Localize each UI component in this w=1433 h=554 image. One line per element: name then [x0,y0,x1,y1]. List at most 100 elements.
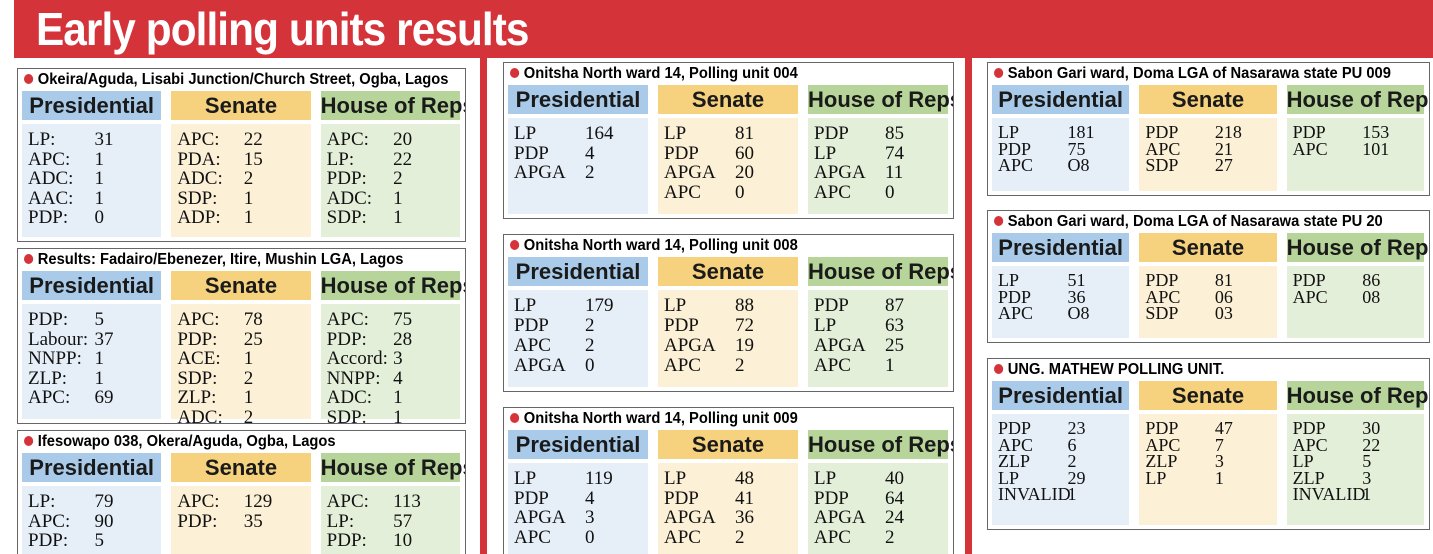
vote-count: 79 [94,491,114,512]
unit-title-text: Ifesowapo 038, Okera/Aguda, Ogba, Lagos [37,433,336,450]
vote-count: 2 [585,335,595,356]
party-label: APC: [177,129,220,150]
party-label: SDP [1145,155,1179,175]
party-label: ADC: [177,168,223,189]
section-body: LP 88 PDP 72 APGA 19 APC 2 [658,290,798,387]
section-heading: Presidential [508,257,648,286]
vote-count: 1 [393,387,403,408]
vote-count: 129 [243,491,273,512]
vote-count: 40 [885,468,904,489]
vote-count: 2 [735,355,745,376]
vote-count: 6 [1067,434,1077,455]
party-label: LP: [326,148,355,170]
party-label: LP: [28,129,56,150]
vote-count: 3 [1214,451,1224,471]
vote-count: 2 [735,526,745,548]
party-label: ACE: [177,348,221,369]
party-label: PDP: [177,510,218,532]
vote-count: 28 [393,328,413,350]
party-label: PDP [998,138,1032,159]
party-label: APC [1292,286,1328,307]
party-label: APC [1145,434,1181,455]
section-body: LP 40 PDP 64 APGA 24 APC 2 [808,463,948,554]
vote-count: 1 [393,406,403,424]
vote-count: 87 [885,295,904,316]
party-label: PDP: [28,207,69,228]
vote-count: 0 [94,207,104,228]
result-box: Senate LP 81 PDP 60 APGA 20 APC 0 [658,85,798,214]
party-label: APGA [514,355,566,376]
section-body: LP 48 PDP 41 APGA 36 APC 2 [658,463,798,554]
section-body: PDP 153 APC 101 [1286,118,1424,191]
party-label: ADC: [28,168,74,189]
unit-title: Sabon Gari ward, Doma LGA of Nasarawa st… [994,65,1391,83]
section-heading: House of Reps [1286,233,1430,262]
party-label: PDP [1145,418,1179,438]
party-label: APC [998,155,1034,175]
vote-count: 75 [393,309,413,330]
unit-title-text: Onitsha North ward 14, Polling unit 004 [523,65,798,82]
header-bar: Early polling units results [14,0,1433,58]
party-label: LP: [326,510,355,532]
bullet [510,413,520,423]
vote-count: 74 [885,142,904,164]
result-box: House of Reps PDP 85 LP 74 APGA 11 APC 0 [808,85,953,214]
vote-count: 41 [735,487,754,509]
party-label: APC [1145,138,1181,159]
party-label: PDA: [177,148,221,170]
unit-title: Onitsha North ward 14, Polling unit 008 [510,237,798,255]
vote-count: 1 [94,348,104,369]
vote-count: 23 [1067,418,1086,438]
result-box: House of Reps APC: 75 PDP: 28 Accord: 3 NNPP: 4 A… [320,271,465,423]
party-label: LP [664,468,687,489]
vote-count: 90 [94,510,114,532]
vote-count: 1 [1362,484,1372,504]
party-label: APC: [326,491,369,512]
party-label: APGA [514,162,566,183]
party-label: LP [514,468,537,489]
vote-count: 51 [1067,270,1086,290]
party-label: ZLP: [28,367,68,389]
party-label: Labour: [28,328,89,350]
vote-count: 181 [1067,122,1095,142]
party-label: LP [1292,451,1314,471]
party-label: APC [814,526,851,548]
party-label: APGA [514,507,566,528]
result-box: Senate PDP 218 APC 21 SDP 27 [1139,85,1277,191]
vote-count: 2 [393,168,403,189]
party-label: APGA [664,507,716,528]
section-body: LP: 31 APC: 1 ADC: 1 AAC: 1 PDP: 0 [22,124,162,237]
section-body: PDP 30 APC 22 LP 5 ZLP 3 INVALID 1 [1286,414,1424,525]
party-label: APC [664,181,701,203]
section-heading: Senate [658,85,798,114]
result-box: Presidential LP 119 PDP 4 APGA 3 APC 0 [508,430,648,554]
vote-count: 1 [94,187,104,209]
party-label: LP [1145,467,1167,488]
unit-card: UNG. MATHEW POLLING UNIT. Presidential PDP… [987,358,1430,530]
section-heading: Presidential [992,381,1130,410]
bullet [994,364,1004,374]
column-divider [965,58,972,554]
section-heading: Senate [171,453,311,482]
party-label: INVALID [998,484,1071,504]
vote-count: 20 [735,162,754,183]
party-label: PDP [514,315,549,336]
party-label: LP [814,468,837,489]
bullet [510,240,520,250]
vote-count: 27 [1214,155,1233,175]
unit-card: Sabon Gari ward, Doma LGA of Nasarawa st… [987,62,1430,196]
vote-count: 113 [393,491,421,512]
party-label: APC [814,181,851,203]
vote-count: 0 [885,181,895,203]
unit-title-text: UNG. MATHEW POLLING UNIT. [1007,361,1225,378]
unit-title: Onitsha North ward 14, Polling unit 004 [510,65,798,83]
vote-count: 48 [735,468,754,489]
section-heading: Senate [1139,381,1277,410]
party-label: PDP: [326,328,367,350]
party-label: ZLP [998,451,1031,471]
vote-count: 63 [885,315,904,336]
result-box: Presidential LP 181 PDP 75 APC O8 [992,85,1130,191]
unit-title: Results: Fadairo/Ebenezer, Itire, Mushin… [24,251,403,269]
party-label: APC [1292,434,1328,455]
section-heading: Presidential [508,430,648,459]
